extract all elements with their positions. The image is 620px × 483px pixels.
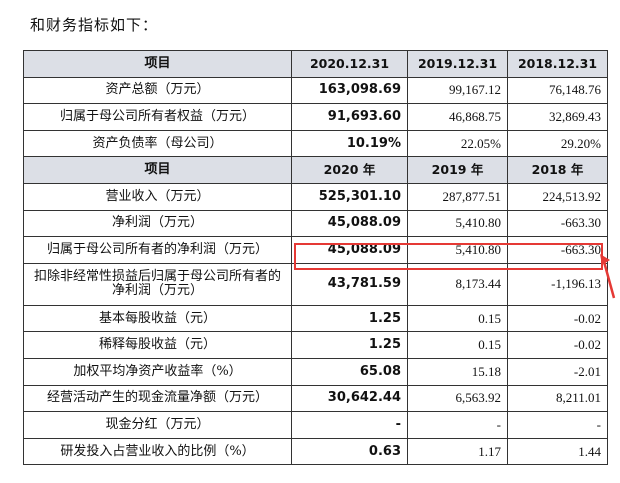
row-label: 资产负债率（母公司） bbox=[23, 129, 292, 158]
value-cell: 1.25 bbox=[291, 304, 408, 333]
value-cell: 46,868.75 bbox=[407, 103, 508, 131]
value-cell: 1.44 bbox=[507, 437, 608, 466]
table-row: 稀释每股收益（元） 1.25 0.15 -0.02 bbox=[23, 331, 608, 359]
value-cell: 45,088.09 bbox=[291, 209, 408, 238]
value-cell: 8,173.44 bbox=[407, 262, 508, 306]
row-label: 经营活动产生的现金流量净额（万元） bbox=[23, 384, 292, 413]
table-header-row: 项目 2020 年 2019 年 2018 年 bbox=[23, 156, 608, 184]
value-cell: 287,877.51 bbox=[407, 182, 508, 211]
table-row: 营业收入（万元） 525,301.10 287,877.51 224,513.9… bbox=[23, 182, 608, 211]
value-cell: - bbox=[507, 411, 608, 439]
value-cell: 5,410.80 bbox=[407, 209, 508, 238]
value-cell: 30,642.44 bbox=[291, 384, 408, 413]
value-cell: 15.18 bbox=[407, 357, 508, 386]
value-cell: 5,410.80 bbox=[407, 236, 508, 264]
value-cell: 224,513.92 bbox=[507, 182, 608, 211]
table-row: 资产负债率（母公司） 10.19% 22.05% 29.20% bbox=[23, 129, 608, 158]
row-label: 营业收入（万元） bbox=[23, 182, 292, 211]
value-cell: -2.01 bbox=[507, 357, 608, 386]
table-row: 现金分红（万元） - - - bbox=[23, 411, 608, 439]
header-cell-item: 项目 bbox=[23, 156, 292, 184]
header-cell-year: 2020 年 bbox=[291, 156, 408, 184]
value-cell: 22.05% bbox=[407, 129, 508, 158]
value-cell: - bbox=[291, 411, 408, 439]
row-label: 稀释每股收益（元） bbox=[23, 331, 292, 359]
row-label: 净利润（万元） bbox=[23, 209, 292, 238]
financial-indicators-table: 项目 2020.12.31 2019.12.31 2018.12.31 资产总额… bbox=[23, 50, 608, 466]
table-row: 净利润（万元） 45,088.09 5,410.80 -663.30 bbox=[23, 209, 608, 238]
value-cell: 91,693.60 bbox=[291, 103, 408, 131]
table-row: 加权平均净资产收益率（%） 65.08 15.18 -2.01 bbox=[23, 357, 608, 386]
value-cell: 65.08 bbox=[291, 357, 408, 386]
table-row: 经营活动产生的现金流量净额（万元） 30,642.44 6,563.92 8,2… bbox=[23, 384, 608, 413]
row-label: 基本每股收益（元） bbox=[23, 304, 292, 333]
value-cell: 0.15 bbox=[407, 304, 508, 333]
row-label: 加权平均净资产收益率（%） bbox=[23, 357, 292, 386]
highlighted-row: 归属于母公司所有者的净利润（万元） 45,088.09 5,410.80 -66… bbox=[23, 236, 608, 264]
row-label: 资产总额（万元） bbox=[23, 76, 292, 105]
table-row: 研发投入占营业收入的比例（%） 0.63 1.17 1.44 bbox=[23, 437, 608, 466]
value-cell: 0.63 bbox=[291, 437, 408, 466]
value-cell: 163,098.69 bbox=[291, 76, 408, 105]
table-header-row: 项目 2020.12.31 2019.12.31 2018.12.31 bbox=[23, 50, 608, 78]
header-cell-year: 2018 年 bbox=[507, 156, 608, 184]
table-row: 归属于母公司所有者权益（万元） 91,693.60 46,868.75 32,8… bbox=[23, 103, 608, 131]
value-cell: 1.17 bbox=[407, 437, 508, 466]
header-cell-year: 2019 年 bbox=[407, 156, 508, 184]
value-cell: 45,088.09 bbox=[291, 236, 408, 264]
value-cell: - bbox=[407, 411, 508, 439]
value-cell: 32,869.43 bbox=[507, 103, 608, 131]
header-cell-year: 2020.12.31 bbox=[291, 50, 408, 78]
table-row: 基本每股收益（元） 1.25 0.15 -0.02 bbox=[23, 304, 608, 333]
intro-text: 和财务指标如下： bbox=[30, 16, 159, 34]
value-cell: -663.30 bbox=[507, 236, 608, 264]
value-cell: 1.25 bbox=[291, 331, 408, 359]
row-label: 归属于母公司所有者权益（万元） bbox=[23, 103, 292, 131]
value-cell: 29.20% bbox=[507, 129, 608, 158]
value-cell: 0.15 bbox=[407, 331, 508, 359]
value-cell: 10.19% bbox=[291, 129, 408, 158]
value-cell: -663.30 bbox=[507, 209, 608, 238]
value-cell: -1,196.13 bbox=[507, 262, 608, 306]
value-cell: 525,301.10 bbox=[291, 182, 408, 211]
table-row: 扣除非经常性损益后归属于母公司所有者的净利润（万元） 43,781.59 8,1… bbox=[23, 262, 608, 306]
header-cell-item: 项目 bbox=[23, 50, 292, 78]
value-cell: 43,781.59 bbox=[291, 262, 408, 306]
header-cell-year: 2019.12.31 bbox=[407, 50, 508, 78]
row-label: 归属于母公司所有者的净利润（万元） bbox=[23, 236, 292, 264]
value-cell: 76,148.76 bbox=[507, 76, 608, 105]
row-label: 扣除非经常性损益后归属于母公司所有者的净利润（万元） bbox=[23, 262, 292, 306]
value-cell: 6,563.92 bbox=[407, 384, 508, 413]
header-cell-year: 2018.12.31 bbox=[507, 50, 608, 78]
row-label: 现金分红（万元） bbox=[23, 411, 292, 439]
row-label: 研发投入占营业收入的比例（%） bbox=[23, 437, 292, 466]
table-row: 资产总额（万元） 163,098.69 99,167.12 76,148.76 bbox=[23, 76, 608, 105]
value-cell: 99,167.12 bbox=[407, 76, 508, 105]
value-cell: -0.02 bbox=[507, 304, 608, 333]
value-cell: 8,211.01 bbox=[507, 384, 608, 413]
value-cell: -0.02 bbox=[507, 331, 608, 359]
